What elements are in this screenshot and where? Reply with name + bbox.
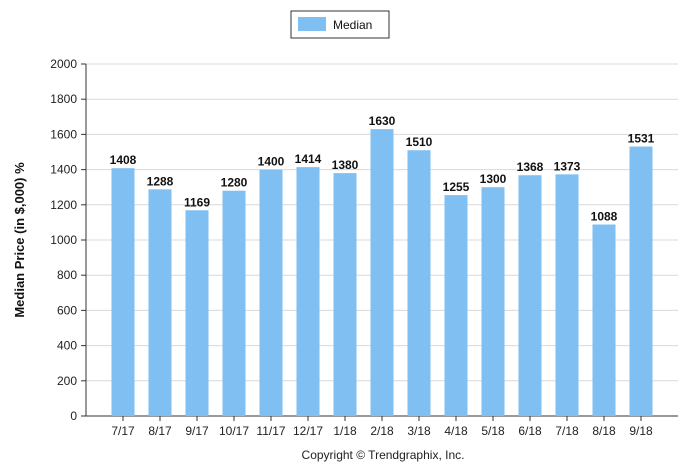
- bar-12-17: [296, 167, 320, 416]
- x-tick-label: 7/18: [555, 424, 579, 438]
- data-label: 1169: [184, 195, 210, 209]
- y-tick-label: 1400: [50, 163, 77, 177]
- x-tick-label: 5/18: [481, 424, 505, 438]
- data-label: 1531: [628, 132, 655, 146]
- data-label: 1380: [332, 158, 359, 172]
- y-tick-label: 200: [57, 374, 77, 388]
- y-tick-label: 400: [57, 339, 77, 353]
- x-tick-label: 6/18: [518, 424, 542, 438]
- bar-10-17: [222, 190, 246, 416]
- y-tick-labels: 0 200 400 600 800 1000 1200 1400 1600 1800 2000: [50, 57, 86, 423]
- legend-label-median: Median: [333, 18, 372, 32]
- bar-5-18: [481, 187, 505, 416]
- bar-8-18: [592, 224, 616, 416]
- legend-box: [290, 10, 390, 39]
- data-label: 1414: [295, 152, 322, 166]
- bar-6-18: [518, 175, 542, 416]
- data-label: 1408: [110, 153, 137, 167]
- y-tick-label: 1600: [50, 127, 77, 141]
- x-tick-label: 3/18: [407, 424, 431, 438]
- data-label: 1300: [480, 172, 507, 186]
- x-tick-label: 11/17: [256, 424, 285, 438]
- bar-7-18: [555, 174, 579, 416]
- legend-swatch: [298, 17, 326, 31]
- x-tick-label: 9/18: [629, 424, 653, 438]
- y-tick-label: 600: [57, 303, 77, 317]
- data-labels: 1408 1288 1169 1280 1400 1414 1380 1630 1510 1255…: [110, 114, 655, 223]
- y-tick-label: 1000: [50, 233, 77, 247]
- copyright-footer: Copyright © Trendgraphix, Inc.: [302, 448, 465, 462]
- bars: [111, 129, 653, 417]
- data-label: 1280: [221, 176, 248, 190]
- x-tick-label: 10/17: [219, 424, 249, 438]
- y-axis-label: Median Price (in $,000) %: [12, 162, 27, 318]
- x-tick-label: 1/18: [333, 424, 357, 438]
- x-tick-labels: 7/17 8/17 9/17 10/17 11/17 12/17 1/18 2/18 3/18 4…: [111, 416, 653, 438]
- bar-1-18: [333, 173, 357, 416]
- y-tick-label: 2000: [50, 57, 77, 71]
- data-label: 1255: [443, 180, 470, 194]
- x-tick-label: 9/17: [185, 424, 209, 438]
- bar-2-18: [370, 129, 394, 416]
- y-tick-label: 800: [57, 268, 77, 282]
- y-tick-label: 0: [70, 409, 77, 423]
- bar-4-18: [444, 195, 468, 416]
- x-tick-label: 2/18: [370, 424, 394, 438]
- bar-11-17: [259, 169, 283, 416]
- bar-8-17: [148, 189, 172, 416]
- data-label: 1088: [591, 210, 618, 224]
- bar-9-17: [185, 210, 209, 416]
- data-label: 1510: [406, 135, 433, 149]
- x-tick-label: 8/18: [592, 424, 616, 438]
- y-tick-label: 1800: [50, 92, 77, 106]
- bar-9-18: [629, 146, 653, 416]
- y-tick-label: 1200: [50, 198, 77, 212]
- bar-7-17: [111, 168, 135, 416]
- data-label: 1630: [369, 114, 396, 128]
- legend: Median: [290, 10, 390, 39]
- data-label: 1288: [147, 174, 174, 188]
- x-tick-label: 8/17: [148, 424, 172, 438]
- data-label: 1373: [554, 159, 581, 173]
- bar-3-18: [407, 150, 431, 417]
- data-label: 1400: [258, 155, 285, 169]
- x-tick-label: 4/18: [444, 424, 468, 438]
- data-label: 1368: [517, 160, 544, 174]
- x-tick-label: 7/17: [111, 424, 135, 438]
- x-tick-label: 12/17: [293, 424, 323, 438]
